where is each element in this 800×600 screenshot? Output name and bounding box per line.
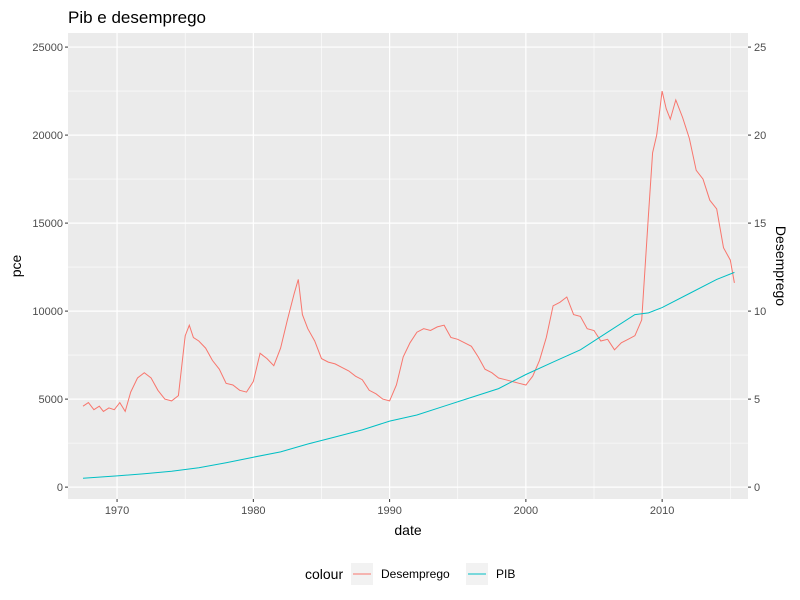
y-left-tick-label: 0 — [57, 482, 63, 494]
y-right-tick-label: 15 — [754, 218, 766, 230]
x-tick-label: 1970 — [105, 505, 129, 517]
y-axis-left-title: pce — [8, 255, 24, 278]
y-right-tick-label: 0 — [754, 482, 760, 494]
x-tick-label: 2010 — [650, 505, 674, 517]
plot-panel — [68, 33, 748, 499]
series-line-desemprego — [82, 90, 735, 413]
series-layer — [82, 90, 735, 479]
legend-title: colour — [305, 566, 343, 582]
x-tick-label: 1990 — [377, 505, 401, 517]
y-right-tick-label: 25 — [754, 42, 766, 54]
y-right-tick-label: 5 — [754, 394, 760, 406]
legend-label-desemprego: Desemprego — [381, 567, 450, 581]
y-axis-right-title: Desemprego — [773, 226, 789, 306]
y-right-tick-label: 10 — [754, 306, 766, 318]
x-axis-title: date — [394, 522, 421, 538]
y-right-tick-label: 20 — [754, 130, 766, 142]
legend-label-pib: PIB — [496, 567, 515, 581]
y-left-tick-label: 10000 — [32, 306, 63, 318]
y-left-tick-label: 20000 — [32, 130, 63, 142]
grid-lines — [68, 33, 748, 499]
series-line-pib — [82, 271, 735, 479]
x-tick-label: 2000 — [514, 505, 538, 517]
y-left-tick-label: 25000 — [32, 42, 63, 54]
legend: colour Desemprego PIB — [305, 563, 515, 585]
y-left-tick-label: 15000 — [32, 218, 63, 230]
y-left-tick-label: 5000 — [39, 394, 63, 406]
x-tick-label: 1980 — [241, 505, 265, 517]
chart-title: Pib e desemprego — [68, 8, 206, 27]
